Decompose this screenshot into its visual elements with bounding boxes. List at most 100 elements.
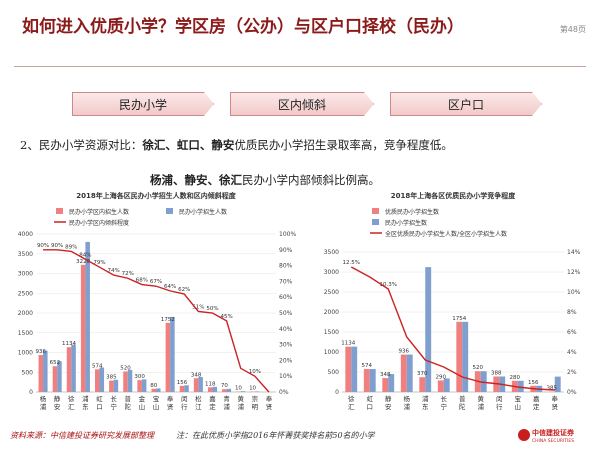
x-tick-char: 普 — [459, 394, 466, 403]
x-tick-char: 长 — [441, 394, 448, 403]
x-tick-char: 虹 — [96, 394, 103, 403]
x-tick-label: 浦东 — [422, 394, 429, 411]
y-tick-label: 2500 — [18, 290, 33, 297]
legend-swatch-1 — [372, 219, 379, 225]
x-tick-label: 宝山 — [515, 394, 522, 411]
x-tick-char: 定 — [209, 402, 216, 411]
bar-series-1 — [369, 369, 376, 392]
x-tick-char: 松 — [195, 394, 202, 403]
x-tick-char: 贤 — [552, 402, 559, 411]
y2-tick-label: 100% — [279, 231, 296, 238]
line-value-label: 90% — [51, 243, 63, 249]
bar-series-0 — [437, 380, 444, 392]
y2-tick-label: 80% — [279, 263, 293, 270]
x-tick-char: 虹 — [367, 394, 374, 403]
x-tick-char: 普 — [125, 394, 132, 403]
bar-value-label: 70 — [221, 383, 228, 389]
logo-en: CHINA SECURITIES — [532, 438, 574, 444]
bar-series-1 — [198, 376, 203, 392]
resource-comparison-text: 2、民办小学资源对比：徐汇、虹口、静安优质民办小学招生录取率高，竞争程度低。 — [20, 137, 595, 154]
bar-value-label: 1752 — [161, 317, 175, 323]
x-tick-char: 闵 — [496, 394, 503, 403]
bar-value-label: 118 — [205, 381, 216, 387]
line2-rest: 优质民办小学招生录取率高，竞争程度低。 — [234, 138, 453, 152]
x-tick-label: 青浦 — [223, 394, 230, 411]
x-tick-label: 嘉定 — [209, 394, 216, 411]
bar-series-1 — [425, 267, 432, 392]
flow-step-2: 区内倾斜 — [230, 92, 374, 116]
bar-series-1 — [57, 361, 62, 392]
x-tick-char: 宝 — [153, 394, 160, 403]
line2-bold: 徐汇、虹口、静安 — [142, 138, 235, 152]
bar-series-1 — [85, 241, 90, 392]
bar-value-label: 156 — [177, 380, 188, 386]
bar-series-0 — [66, 347, 72, 392]
x-tick-char: 静 — [385, 394, 392, 403]
bar-value-label: 370 — [417, 371, 428, 377]
line-value-label: 50% — [206, 306, 218, 312]
x-tick-label: 虹口 — [367, 394, 374, 411]
bar-value-label: 652 — [50, 360, 61, 366]
y-tick-label: 1000 — [324, 349, 339, 356]
bar-series-0 — [109, 380, 114, 392]
bar-series-1 — [254, 391, 260, 392]
bar-value-label: 10 — [249, 386, 256, 392]
chart-competition: 2018年上海各区优质民办小学竞争程度优质民办小学招生数民办小学招生数全区优质民… — [324, 191, 581, 411]
bar-series-0 — [137, 380, 142, 392]
x-tick-char: 浦 — [422, 394, 429, 403]
bar-series-1 — [141, 379, 147, 392]
line-value-label: 84% — [79, 252, 91, 258]
bar-value-label: 388 — [491, 370, 502, 376]
x-tick-char: 静 — [54, 394, 61, 403]
bar-series-1 — [156, 388, 161, 392]
bar-value-label: 385 — [106, 375, 117, 381]
y-tick-label: 3500 — [324, 249, 339, 256]
bar-value-label: 574 — [92, 363, 103, 369]
y2-tick-label: 50% — [279, 310, 293, 317]
x-tick-char: 金 — [139, 394, 146, 403]
logo-mark-icon — [518, 429, 530, 441]
legend-label-0: 优质民办小学招生数 — [385, 208, 439, 216]
bar-series-1 — [226, 388, 232, 392]
x-tick-label: 静安 — [54, 394, 61, 411]
y2-tick-label: 90% — [279, 247, 293, 254]
bar-value-label: 290 — [436, 374, 447, 380]
bar-value-label: 80 — [150, 383, 157, 389]
x-tick-char: 汇 — [348, 403, 355, 411]
flow-step-1: 民办小学 — [72, 92, 214, 116]
bar-series-1 — [517, 380, 524, 392]
bar-series-0 — [419, 377, 426, 392]
x-tick-label: 静安 — [385, 394, 392, 411]
x-tick-char: 贤 — [266, 402, 273, 411]
line-value-label: 45% — [220, 314, 232, 320]
y-tick-label: 3000 — [324, 269, 339, 276]
x-tick-char: 汇 — [68, 403, 75, 411]
y2-tick-label: 8% — [567, 309, 577, 316]
line-value-label: 90% — [37, 243, 49, 249]
bar-value-label: 1754 — [452, 316, 466, 322]
y-tick-label: 0 — [29, 389, 33, 396]
x-tick-char: 徐 — [348, 394, 355, 403]
legend-label-0: 民办小学区内招生人数 — [69, 208, 129, 216]
line-series-2 — [350, 266, 555, 391]
x-tick-char: 嘉 — [209, 394, 216, 403]
x-tick-char: 安 — [54, 402, 61, 411]
page-title: 如何进入优质小学？学区房（公办）与区户口择校（民办） — [22, 17, 464, 37]
bar-value-label: 300 — [134, 374, 145, 380]
line3-bold: 杨浦、静安、徐汇 — [150, 173, 242, 187]
y-tick-label: 2500 — [324, 289, 339, 296]
x-tick-label: 杨浦 — [404, 394, 411, 411]
legend-label-2: 全区优质民办小学招生人数/全区小学招生人数 — [385, 230, 507, 238]
source-note: 资料来源：中信建投证券研究发展部整理 — [10, 431, 154, 440]
x-tick-label: 嘉定 — [533, 394, 540, 411]
x-tick-label: 浦东 — [82, 394, 89, 411]
company-logo: 中信建投证券 CHINA SECURITIES — [518, 428, 575, 444]
x-tick-char: 江 — [195, 403, 202, 411]
y2-tick-label: 2% — [567, 369, 577, 376]
x-tick-char: 宝 — [515, 394, 522, 403]
line-value-label: 68% — [136, 278, 148, 284]
x-tick-char: 行 — [181, 402, 188, 411]
bar-series-0 — [179, 385, 185, 392]
line2-prefix: 2、民办小学资源对比： — [20, 138, 143, 152]
